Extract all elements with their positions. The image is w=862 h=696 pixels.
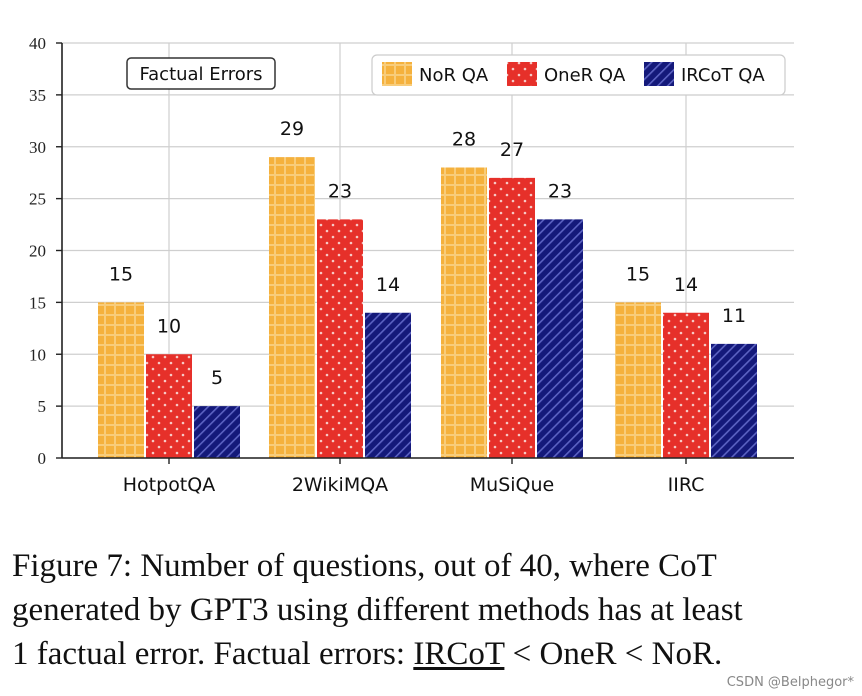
bar-oner-qa-2wikimqa [317,219,363,458]
y-tick-label: 30 [29,138,46,157]
bar-value-label: 27 [500,139,524,161]
bar-ircot-qa-iirc [711,343,757,458]
bar-oner-qa-iirc [663,312,709,458]
caption-line-3: 1 factual error. Factual errors: IRCoT <… [12,632,852,676]
y-tick-label: 20 [29,242,46,261]
legend-box [371,54,786,96]
factual-errors-chart: 0 5 10 15 20 25 30 35 40 15 10 5 HotpotQA 29 23 14 2Wiki… [29,34,794,496]
x-tick-label: HotpotQA [123,474,215,496]
chart-title-box [126,57,276,90]
bar-nor-qa-hotpotqa [98,302,144,458]
bar-value-label: 28 [452,129,476,151]
bar-value-label: 29 [280,118,304,140]
bar-ircot-qa-musique [537,219,583,458]
bar-ircot-qa-hotpotqa [194,406,240,458]
y-tick-label: 15 [29,293,46,312]
y-tick-label: 0 [38,449,47,468]
bar-ircot-qa-2wikimqa [365,312,411,458]
bar-value-label: 14 [376,274,400,296]
bar-value-label: 14 [674,274,698,296]
watermark-text: CSDN @Belphegor* [726,675,854,690]
y-tick-label: 5 [38,397,47,416]
bar-nor-qa-iirc [615,302,661,458]
bar-value-label: 23 [548,180,572,202]
caption-line-1: Figure 7: Number of questions, out of 40… [12,548,717,584]
x-tick-label: MuSiQue [470,474,554,496]
legend-swatch-ircot-qa [644,62,674,86]
bar-value-label: 10 [157,315,181,337]
y-tick-label: 10 [29,345,46,364]
bar-value-label: 23 [328,180,352,202]
x-tick-label: IIRC [668,474,705,496]
legend-label-oner-qa: OneR QA [544,65,626,86]
legend-swatch-nor-qa [382,62,412,86]
caption-line-2: generated by GPT3 using different method… [12,592,743,628]
x-tick-label: 2WikiMQA [292,474,388,496]
bar-value-label: 15 [626,263,650,285]
figure-caption: Figure 7: Number of questions, out of 40… [12,544,852,676]
chart-title: Factual Errors [139,64,262,85]
legend-swatch-oner-qa [507,62,537,86]
y-tick-label: 40 [29,34,46,53]
caption-line-3-prefix: 1 factual error. Factual errors: [12,636,414,672]
bar-value-label: 15 [109,263,133,285]
legend-label-ircot-qa: IRCoT QA [681,65,765,86]
bar-value-label: 5 [211,367,223,389]
bar-oner-qa-hotpotqa [146,354,192,458]
caption-line-3-rest: < OneR < NoR. [504,636,723,672]
caption-ircot-underlined: IRCoT [413,636,505,672]
bar-nor-qa-musique [441,167,487,458]
legend-label-nor-qa: NoR QA [419,65,489,86]
bar-value-label: 11 [722,305,746,327]
y-tick-label: 35 [29,86,46,105]
bar-nor-qa-2wikimqa [269,157,315,458]
y-tick-label: 25 [29,190,46,209]
bar-oner-qa-musique [489,177,535,458]
